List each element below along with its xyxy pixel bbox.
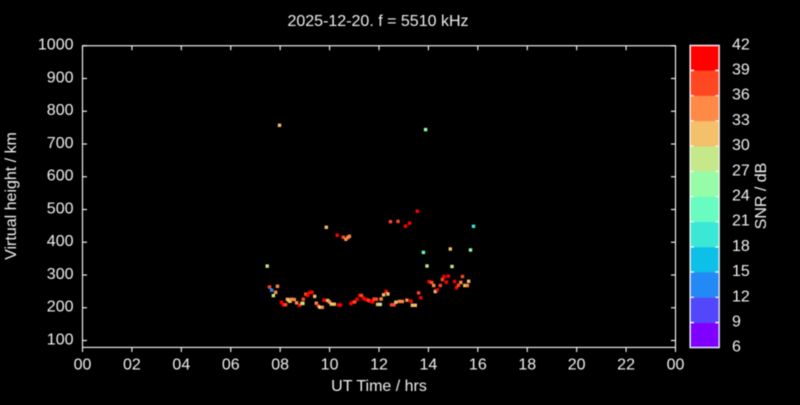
svg-text:21: 21	[732, 213, 750, 230]
svg-text:22: 22	[617, 357, 635, 374]
svg-text:12: 12	[370, 357, 388, 374]
svg-text:10: 10	[321, 357, 339, 374]
svg-text:42: 42	[732, 36, 750, 53]
svg-text:800: 800	[47, 102, 74, 119]
svg-text:2025-12-20. f = 5510 kHz: 2025-12-20. f = 5510 kHz	[287, 13, 468, 30]
svg-text:02: 02	[123, 357, 141, 374]
svg-text:1000: 1000	[38, 37, 74, 54]
svg-text:00: 00	[74, 357, 92, 374]
svg-text:200: 200	[47, 299, 74, 316]
svg-text:600: 600	[47, 168, 74, 185]
svg-text:08: 08	[271, 357, 289, 374]
svg-text:27: 27	[732, 162, 750, 179]
svg-text:36: 36	[732, 87, 750, 104]
svg-text:400: 400	[47, 233, 74, 250]
svg-text:700: 700	[47, 135, 74, 152]
svg-text:33: 33	[732, 112, 750, 129]
svg-text:300: 300	[47, 266, 74, 283]
svg-text:20: 20	[568, 357, 586, 374]
svg-text:24: 24	[732, 188, 750, 205]
svg-text:6: 6	[732, 339, 741, 356]
svg-text:15: 15	[732, 263, 750, 280]
svg-text:00: 00	[667, 357, 685, 374]
svg-text:9: 9	[732, 314, 741, 331]
svg-text:16: 16	[469, 357, 487, 374]
svg-text:06: 06	[222, 357, 240, 374]
svg-text:04: 04	[172, 357, 190, 374]
svg-text:Virtual height / km: Virtual height / km	[3, 132, 20, 260]
svg-text:SNR / dB: SNR / dB	[753, 163, 770, 230]
svg-text:900: 900	[47, 69, 74, 86]
svg-text:100: 100	[47, 331, 74, 348]
svg-text:39: 39	[732, 62, 750, 79]
svg-text:30: 30	[732, 137, 750, 154]
svg-text:14: 14	[420, 357, 438, 374]
svg-text:UT Time / hrs: UT Time / hrs	[331, 378, 427, 395]
svg-text:12: 12	[732, 288, 750, 305]
svg-text:500: 500	[47, 200, 74, 217]
svg-text:18: 18	[518, 357, 536, 374]
svg-text:18: 18	[732, 238, 750, 255]
